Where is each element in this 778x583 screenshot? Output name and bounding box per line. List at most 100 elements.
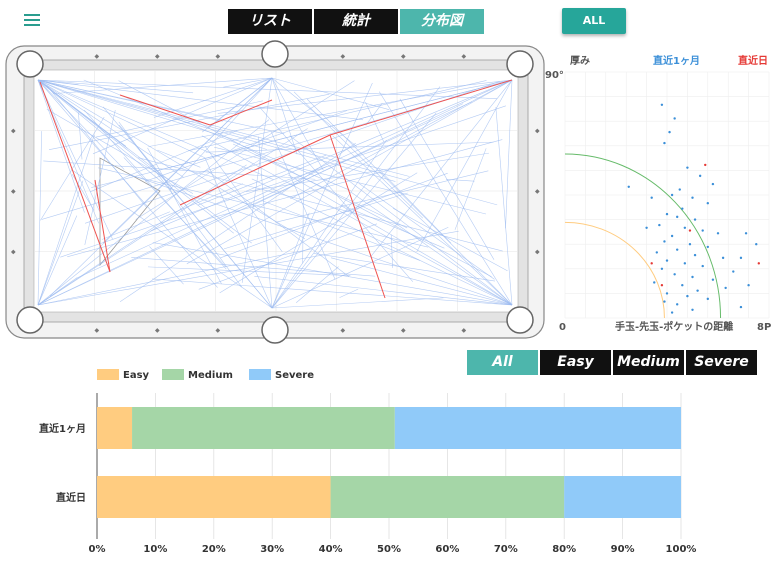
scatter-point-month [706,202,709,205]
bar-easy [97,407,133,449]
shot-line [219,172,418,294]
scatter-point-month [670,193,674,197]
shot-line [37,215,78,306]
shot-line [454,148,487,230]
shot-line [76,79,513,279]
all-button[interactable]: ALL [562,8,626,34]
shot-line [67,139,503,258]
shot-line [37,79,234,234]
scatter-point-day [704,163,707,167]
shot-line [288,174,513,306]
scatter-point-month [668,130,671,134]
diamond-mark: ◆ [216,327,221,334]
diamond-mark: ◆ [155,327,160,334]
scatter-point-month [665,212,669,216]
scatter-point-month [693,253,697,257]
shot-line [271,77,298,155]
scatter-point-day [660,284,664,287]
shot-line [332,135,513,306]
shot-line [78,112,83,160]
shot-line [37,166,327,306]
shot-line [271,86,441,309]
shot-line [37,248,311,306]
shot-line [251,178,513,306]
diamond-mark: ◆ [341,327,346,334]
shot-line [138,157,503,252]
shot-line [198,223,378,290]
shot-line [37,164,247,306]
diamond-mark: ◆ [95,327,100,334]
scatter-point-month [691,275,694,279]
tab-stats[interactable]: 統計 [314,9,398,34]
tab-distribution[interactable]: 分布図 [400,9,484,34]
shot-line [340,204,445,249]
diamond-mark: ◆ [462,327,467,334]
shot-line [43,160,316,180]
shot-line [37,79,184,178]
scatter-point-month [744,232,748,235]
pocket [261,40,289,68]
scatter-point-month [658,223,661,227]
scatter-point-month [663,141,666,145]
shot-line [84,109,116,245]
x-tick-label: 80% [552,544,576,555]
scatter-point-month [678,188,681,191]
shot-line [152,278,513,306]
scatter-point-month [673,117,676,120]
scatter-point-day [757,262,760,265]
shot-line [505,79,513,229]
tab-list[interactable]: リスト [228,9,312,34]
legend-label-medium: Medium [188,370,233,381]
scatter-point-month [691,308,694,311]
tab-all[interactable]: All [467,350,538,375]
scatter-point-month [755,243,758,246]
tab-medium[interactable]: Medium [613,350,684,375]
scatter-point-month [660,103,664,106]
x-tick-label: 20% [202,544,226,555]
shot-line [339,288,359,298]
shot-line [152,242,513,306]
x-tick-label: 40% [319,544,343,555]
pocket [506,50,534,78]
shot-line [37,79,410,177]
tab-severe[interactable]: Severe [686,350,757,375]
x-tick-label: 70% [494,544,518,555]
legend-swatch-severe [249,369,271,380]
shot-line [37,230,459,306]
diamond-mark: ◆ [401,327,406,334]
shot-line [392,208,508,272]
shot-line [46,108,194,194]
scatter-point-month [693,218,697,221]
recent-shot-line [119,94,211,126]
shot-line [128,174,513,306]
shot-line [37,79,268,150]
shot-line [271,82,373,309]
diamond-mark: ◆ [535,249,540,256]
scatter-point-month [724,286,727,290]
shot-line [260,107,414,282]
scatter-point-month [676,215,679,219]
shot-line [186,79,513,265]
scatter-point-day [688,229,692,232]
shot-line [271,139,387,309]
shot-line [98,167,429,248]
scatter-point-month [701,229,704,232]
x-tick-label: 90% [611,544,635,555]
bar-medium [330,476,565,518]
shot-line [204,145,283,252]
diamond-mark: ◆ [535,128,540,135]
tab-easy[interactable]: Easy [540,350,611,375]
x-tick-label: 0% [89,544,106,555]
menu-icon[interactable] [24,14,40,26]
scatter-point-month [627,185,630,188]
shot-line [37,119,270,306]
shot-line [399,98,495,260]
shot-line [220,172,448,259]
scatter-point-month [747,284,750,287]
scatter-point-month [711,278,715,281]
shot-line [131,257,376,277]
scatter-point-month [711,182,715,186]
diamond-mark: ◆ [11,128,16,135]
recent-shot-line [39,81,111,273]
shot-line [290,79,513,200]
